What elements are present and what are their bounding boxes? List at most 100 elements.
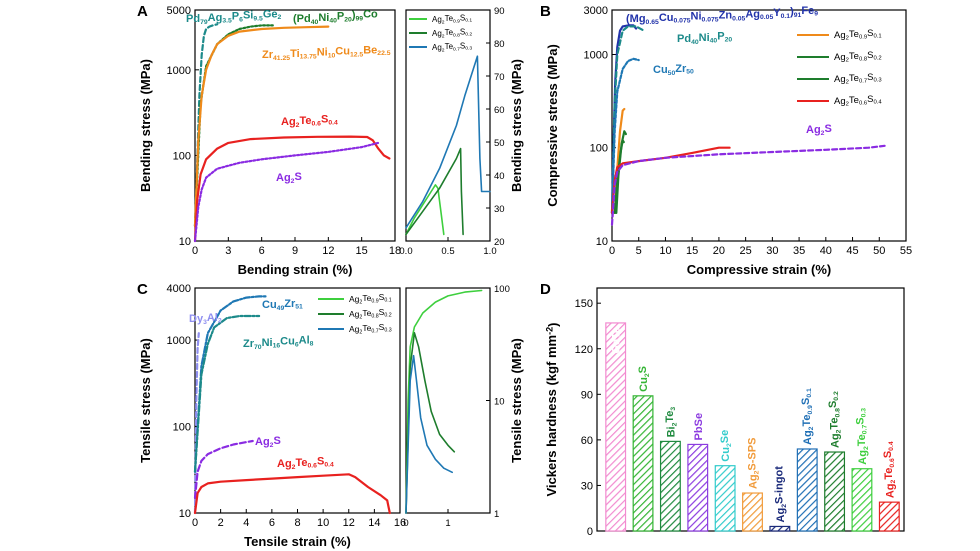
series-ag2s	[610, 144, 886, 226]
formula-part: Cu	[335, 45, 350, 57]
formula-sub: 0.8	[859, 57, 868, 63]
annotation-pd40: (Pd40Ni40P20)99Co	[293, 8, 378, 26]
x-tick-label: 4	[243, 517, 249, 529]
x-tick-label: 14	[368, 517, 380, 529]
formula-sub: 0.3	[384, 328, 391, 334]
formula-part: Te	[828, 418, 840, 430]
annotation-ag2s: Ag2S	[255, 435, 281, 449]
formula-sub: 0.7	[859, 79, 867, 85]
formula-part: Ag	[884, 483, 896, 498]
formula-part: Cu	[262, 299, 277, 311]
formula-part: Ag	[748, 474, 760, 489]
formula-part: Ag	[830, 433, 842, 448]
formula-part: Ag	[349, 324, 360, 334]
y-axis-title: Vickers hardness (kgf mm-2)	[544, 322, 561, 496]
formula-sub: 6	[239, 17, 243, 24]
formula-part: Te	[362, 323, 371, 333]
formula-part: P	[337, 11, 344, 23]
formula-sub: 2	[291, 178, 295, 185]
formula-part: (Mg	[626, 13, 646, 25]
bar-pbse	[687, 443, 709, 532]
bar-bi2te3	[659, 440, 681, 532]
formula-sub: 0.2	[465, 32, 472, 38]
y-tick-label: 30	[494, 204, 505, 215]
formula-part: Al	[299, 334, 310, 346]
formula-part: Ag	[802, 430, 814, 445]
formula-sub: 50	[686, 69, 694, 76]
formula-part: P	[717, 31, 724, 43]
formula-part: Te	[362, 308, 371, 318]
formula-part: Te	[445, 14, 454, 23]
formula-part: Te	[849, 51, 859, 62]
series-ag2te0-8s0-2	[405, 331, 456, 514]
series-ag2te0-8s0-2	[405, 147, 464, 236]
formula-part: Ti	[290, 48, 300, 60]
series-pd40ni40p20	[610, 25, 646, 214]
x-tick-label: 40	[820, 245, 832, 257]
x-tick-label: 1.0	[483, 246, 496, 257]
x-tick-label: 10	[659, 245, 671, 257]
formula-sub: 2	[863, 446, 870, 450]
formula-sub: 40	[691, 39, 699, 46]
formula-sub: 99	[355, 15, 363, 22]
formula-sub: 49	[277, 305, 285, 312]
formula-sub: 0.6	[308, 463, 318, 470]
y-tick-label: 3000	[584, 5, 608, 17]
formula-sub: 2	[726, 443, 733, 447]
formula-sub: 2	[846, 102, 849, 108]
x-tick-label: 0.5	[441, 246, 454, 257]
formula-part: Te	[849, 29, 859, 40]
bar-label: Bi2Te3	[664, 407, 678, 438]
formula-sub: 0.3	[861, 408, 868, 418]
formula-sub: 0.2	[384, 313, 391, 319]
formula-part: Fe	[801, 5, 814, 17]
y-tick-label: 40	[494, 171, 505, 182]
formula-sub: 0.1	[806, 388, 813, 398]
legend-entry: Ag2Te0.6S0.4	[834, 94, 882, 108]
formula-part: Ag	[432, 43, 442, 52]
formula-part: Ag	[834, 74, 846, 85]
panel-letter: D	[540, 281, 551, 298]
formula-sub: 0.4	[328, 120, 338, 127]
series-ag2te0-7s0-3	[405, 354, 454, 514]
formula-part: S	[637, 366, 649, 373]
formula-part: Ag	[255, 436, 270, 448]
formula-part: Ag	[834, 96, 846, 107]
y-tick-label: 10	[179, 236, 191, 248]
y-tick-label: 120	[575, 344, 593, 356]
x-tick-label: 1	[445, 518, 450, 529]
x-tick-label: 15	[686, 245, 698, 257]
formula-sub: 0.1	[781, 13, 791, 20]
annotation-ag2s: Ag2S	[806, 123, 832, 137]
legend-entry: Ag2Te0.8S0.2	[834, 50, 882, 64]
formula-part: S	[379, 322, 385, 332]
formula-part: Zr	[284, 298, 296, 310]
formula-sub: 0.9	[371, 299, 378, 305]
formula-part: Pd	[677, 33, 691, 45]
formula-part: Ni	[318, 12, 329, 24]
formula-sub: 0.6	[889, 458, 896, 468]
formula-part: S	[460, 13, 465, 22]
series-zr70ni16cu6al8	[193, 314, 261, 473]
formula-sub: 0.075	[673, 18, 690, 25]
formula-sub: 40	[329, 18, 337, 25]
formula-part: Cu	[280, 336, 295, 348]
formula-part: Ag	[281, 116, 296, 128]
formula-part: Te	[849, 95, 859, 106]
x-tick-label: 25	[740, 245, 752, 257]
y-tick-label: 4000	[167, 283, 191, 295]
formula-part: S	[882, 451, 894, 458]
bar-label: GeTe	[611, 327, 623, 354]
y-tick-label: 5000	[167, 5, 191, 17]
panel-c-inset: 0 1 1 10 100 Tensile stress (MPa)	[403, 284, 524, 529]
y-axis-title: Compressive stress (MPa)	[545, 44, 560, 207]
formula-part: Cu	[653, 64, 668, 76]
formula-part: Te	[664, 411, 676, 423]
formula-part: Ag	[349, 309, 360, 319]
formula-sub: 0.6	[859, 101, 868, 107]
formula-part: Ag	[432, 29, 442, 38]
bar-label: Cu2S	[637, 366, 651, 392]
formula-part: Zr	[262, 49, 274, 61]
formula-sub: 3	[670, 407, 677, 411]
